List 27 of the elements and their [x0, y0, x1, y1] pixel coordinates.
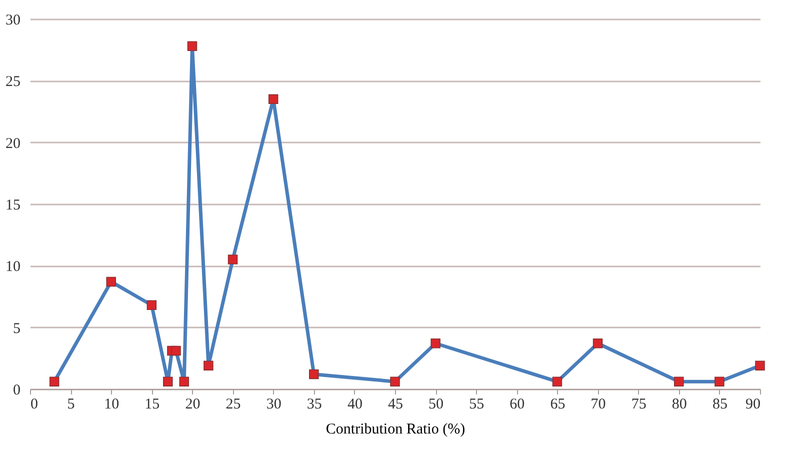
- y-tick-label: 20: [6, 136, 20, 152]
- x-tick-label: 65: [550, 396, 566, 412]
- x-tick-label: 55: [469, 396, 484, 412]
- x-tick-label: 60: [510, 396, 525, 412]
- y-tick-label: 10: [6, 259, 20, 276]
- x-tick-label: 15: [144, 396, 160, 412]
- x-tick-label: 5: [67, 396, 75, 412]
- x-tick-label: 75: [631, 396, 646, 412]
- x-tick-label: 70: [590, 396, 606, 412]
- x-tick-label: 90: [746, 396, 760, 412]
- x-tick-label: 10: [104, 396, 120, 412]
- x-tick-label: 20: [185, 396, 200, 412]
- y-tick-label: 25: [6, 74, 20, 90]
- x-tick-label: 45: [388, 396, 403, 412]
- x-axis-title: Contribution Ratio (%): [326, 422, 466, 438]
- x-tick-label: 80: [672, 396, 687, 412]
- x-tick-label: 85: [712, 396, 728, 412]
- y-tick-label: 0: [13, 382, 20, 398]
- x-tick-label: 25: [226, 396, 241, 412]
- y-tick-label: 5: [13, 320, 20, 337]
- y-tick-label: 30: [6, 12, 20, 28]
- x-tick-label: 35: [306, 396, 322, 412]
- x-tick-label: 0: [30, 396, 38, 412]
- y-tick-label: 15: [6, 198, 20, 214]
- x-tick-label: 40: [347, 396, 362, 412]
- x-tick-label: 50: [428, 396, 444, 412]
- x-tick-label: 30: [266, 396, 282, 412]
